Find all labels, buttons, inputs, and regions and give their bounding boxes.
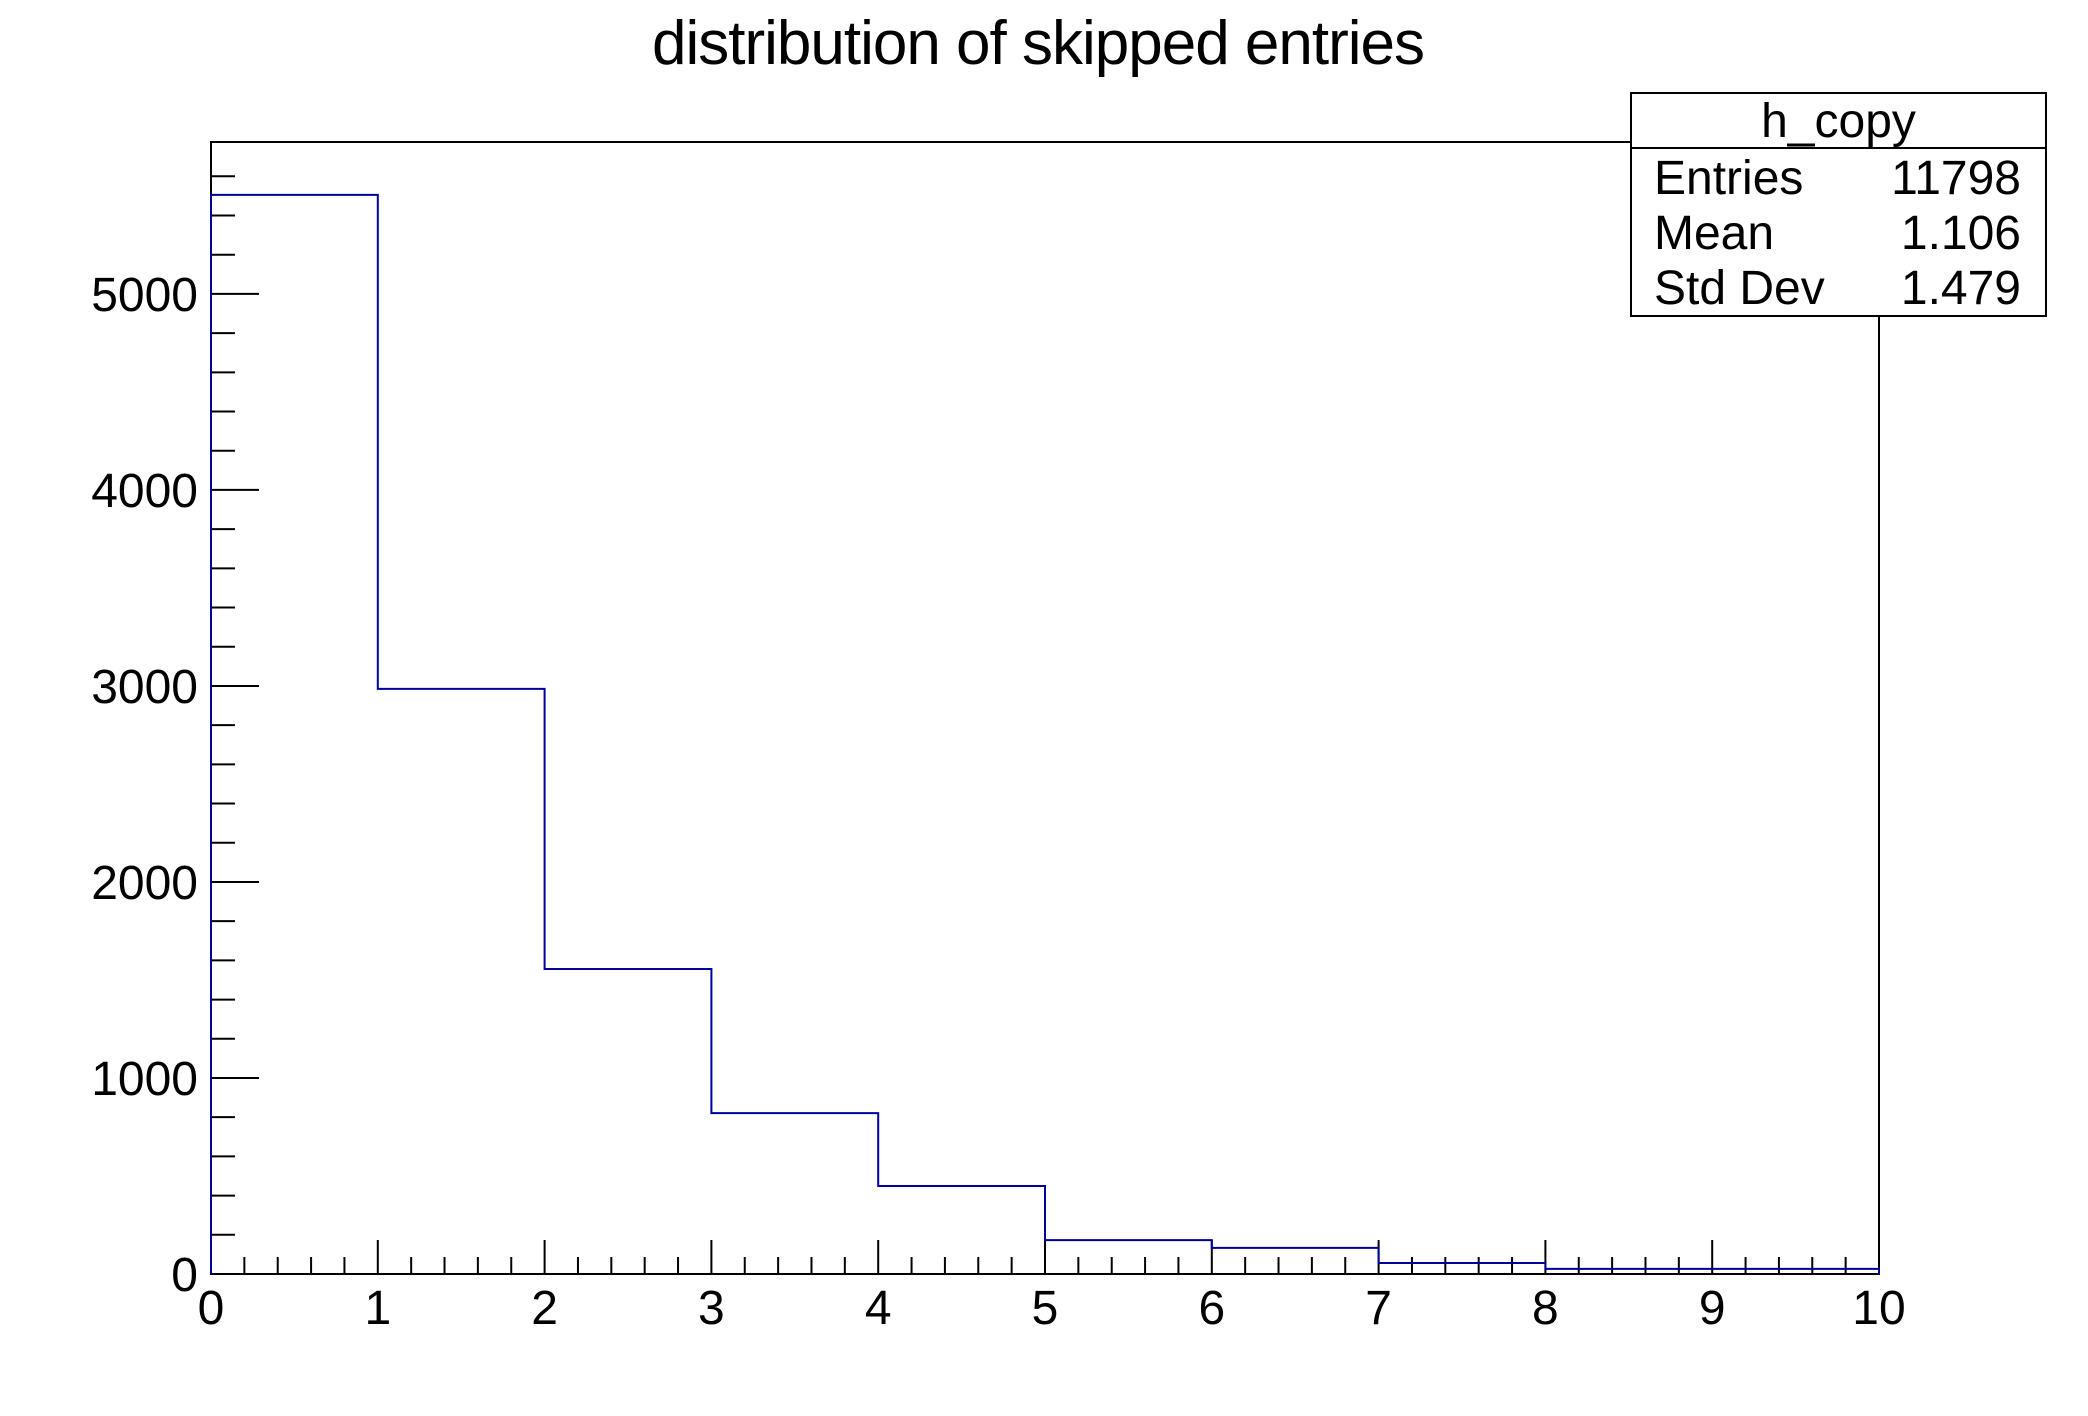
x-axis-tick-label: 10: [1852, 1282, 1905, 1335]
stats-mean-label: Mean: [1654, 207, 1775, 260]
y-axis-tick-label: 1000: [91, 1053, 198, 1106]
chart-title: distribution of skipped entries: [651, 9, 1425, 78]
x-axis-tick-label: 0: [198, 1282, 225, 1335]
stats-row-entries: Entries 11798: [1654, 151, 2021, 206]
x-axis-tick-label: 3: [698, 1282, 725, 1335]
stats-box: h_copy Entries 11798 Mean 1.106 Std Dev …: [1630, 92, 2047, 317]
y-axis-tick-label: 4000: [91, 465, 198, 518]
stats-entries-value: 11798: [1891, 152, 2021, 205]
x-axis-tick-label: 4: [865, 1282, 892, 1335]
stats-row-stddev: Std Dev 1.479: [1654, 261, 2021, 316]
x-axis-tick-label: 7: [1365, 1282, 1392, 1335]
x-axis-tick-label: 8: [1532, 1282, 1559, 1335]
stats-row-mean: Mean 1.106: [1654, 206, 2021, 261]
stats-stddev-label: Std Dev: [1654, 262, 1825, 315]
y-axis-tick-label: 0: [171, 1249, 198, 1302]
stats-box-title: h_copy: [1632, 94, 2045, 149]
y-axis-tick-label: 5000: [91, 269, 198, 322]
plot-frame: [210, 141, 1880, 1275]
x-axis-tick-label: 6: [1198, 1282, 1225, 1335]
x-axis-tick-label: 9: [1699, 1282, 1726, 1335]
stats-stddev-value: 1.479: [1900, 262, 2021, 315]
stats-mean-value: 1.106: [1900, 207, 2021, 260]
x-axis-tick-label: 2: [531, 1282, 558, 1335]
stats-box-rows: Entries 11798 Mean 1.106 Std Dev 1.479: [1632, 149, 2045, 316]
x-axis-tick-label: 5: [1032, 1282, 1059, 1335]
x-axis-tick-label: 1: [364, 1282, 391, 1335]
y-axis-tick-label: 2000: [91, 857, 198, 910]
stats-entries-label: Entries: [1654, 152, 1804, 205]
y-axis-tick-label: 3000: [91, 661, 198, 714]
histogram-line: [210, 193, 1880, 1274]
